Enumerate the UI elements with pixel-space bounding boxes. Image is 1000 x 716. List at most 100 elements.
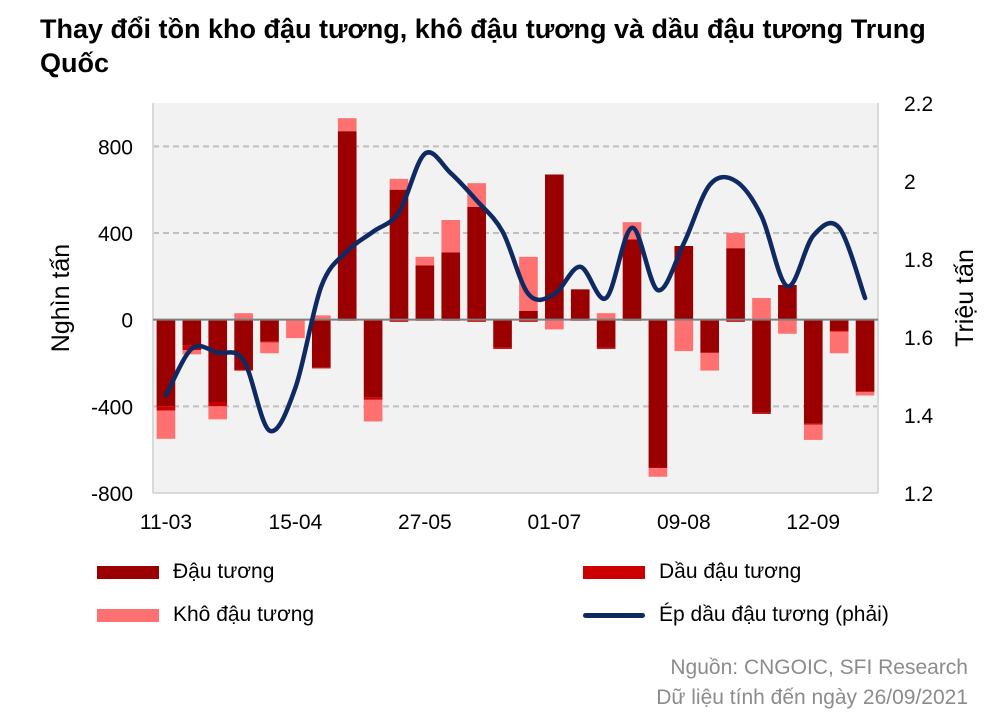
bar-soyoil [803, 423, 823, 425]
legend-swatch-soyoil [583, 565, 645, 579]
bar-soybean [363, 319, 383, 398]
legend-swatch-crush [583, 612, 645, 618]
bar-soyoil [726, 319, 745, 322]
y-tick-label: 800 [98, 136, 133, 159]
y-tick-label: 400 [98, 223, 133, 246]
x-tick-label: 15-04 [269, 511, 323, 534]
bar-soybean [622, 239, 642, 320]
bar-soyoil [519, 319, 538, 322]
bar-soyoil [493, 347, 512, 349]
y2-axis-label: Triệu tấn [951, 249, 979, 347]
y2-tick-label: 2 [904, 171, 916, 194]
bar-soyoil [260, 341, 279, 343]
bar-soymeal [234, 313, 253, 320]
bar-soybean [208, 319, 228, 402]
bar-soymeal [311, 315, 331, 320]
y2-tick-label: 1.2 [904, 483, 933, 506]
bar-soyoil [752, 412, 771, 414]
bar-soybean [519, 311, 538, 320]
bar-soymeal [441, 220, 461, 253]
y2-tick-label: 1.8 [904, 249, 933, 272]
bar-soyoil [208, 402, 228, 407]
bar-soybean [260, 319, 279, 342]
x-tick-label: 27-05 [398, 511, 452, 534]
bar-soymeal [208, 406, 228, 420]
bar-soyoil [156, 406, 176, 411]
legend-item-soymeal: Khô đậu tương [97, 600, 314, 630]
bar-soymeal [415, 256, 435, 266]
bar-soymeal [389, 178, 409, 190]
bar-soymeal [648, 468, 668, 477]
bar-soybean [570, 289, 590, 320]
source-note: Nguồn: CNGOIC, SFI Research Dữ liệu tính… [656, 653, 968, 713]
bar-soymeal [182, 350, 202, 355]
crush-line [163, 150, 868, 434]
y2-tick-label: 1.6 [904, 327, 933, 350]
bar-soymeal [700, 353, 720, 371]
bar-soybean [855, 319, 875, 392]
bar-soymeal [260, 342, 279, 354]
bar-soymeal [829, 331, 849, 354]
bar-soybean [596, 319, 616, 348]
bar-soybean [674, 246, 694, 320]
bar-soybean [778, 285, 797, 320]
bar-soybean [311, 319, 331, 368]
x-tick-label: 01-07 [527, 511, 581, 534]
bar-soybean [389, 189, 409, 320]
bar-soybean [415, 265, 435, 320]
bar-soymeal [545, 320, 564, 330]
bar-soyoil [234, 369, 253, 371]
bar-soybean [493, 319, 512, 348]
bar-soymeal [855, 392, 875, 396]
bar-soymeal [286, 320, 305, 339]
y-tick-label: -800 [91, 483, 133, 506]
bar-soymeal [752, 298, 771, 320]
legend-label-crush: Ép dầu đậu tương (phải) [659, 603, 889, 626]
bar-soybean [337, 131, 357, 320]
bar-soybean [545, 174, 564, 320]
bar-soymeal [674, 320, 694, 352]
bar-soymeal [337, 118, 357, 132]
y2-tick-label: 2.2 [904, 93, 933, 116]
bar-soyoil [311, 367, 331, 369]
bar-soybean [467, 207, 486, 320]
bar-soymeal [596, 313, 616, 320]
bar-soymeal [156, 410, 176, 439]
bar-soymeal [726, 233, 745, 249]
x-tick-label: 09-08 [657, 511, 711, 534]
legend-label-soybean: Đậu tương [173, 560, 275, 583]
y-tick-label: 0 [121, 310, 133, 333]
legend-item-soyoil: Dầu đậu tương [583, 557, 801, 587]
bar-soyoil [700, 352, 720, 354]
bar-soyoil [648, 467, 668, 469]
bar-soybean [803, 319, 823, 424]
bar-soymeal [778, 320, 797, 334]
y-tick-label: -400 [91, 396, 133, 419]
y-axis-label: Nghìn tấn [47, 244, 75, 352]
bar-soybean [726, 248, 745, 320]
chart-title: Thay đổi tồn kho đậu tương, khô đậu tươn… [40, 14, 926, 78]
bar-soyoil [389, 319, 409, 322]
bar-soybean [441, 252, 461, 320]
source-line: Nguồn: CNGOIC, SFI Research [670, 656, 968, 679]
bar-soyoil [363, 397, 383, 400]
data-date-line: Dữ liệu tính đến ngày 26/09/2021 [656, 686, 968, 709]
legend-swatch-soymeal [97, 608, 159, 622]
bar-soymeal [803, 424, 823, 440]
bar-soybean [648, 319, 668, 467]
legend-item-crush: Ép dầu đậu tương (phải) [583, 600, 889, 630]
legend-label-soyoil: Dầu đậu tương [659, 560, 802, 583]
legend-label-soymeal: Khô đậu tương [173, 603, 315, 626]
bar-soyoil [829, 330, 849, 332]
bar-soyoil [596, 347, 616, 349]
bar-soybean [182, 319, 202, 346]
x-tick-label: 12-09 [786, 511, 840, 534]
y2-tick-label: 1.4 [904, 405, 934, 428]
bar-soymeal [363, 399, 383, 422]
legend-swatch-soybean [97, 565, 159, 579]
legend-item-soybean: Đậu tương [97, 557, 274, 587]
bar-soybean [700, 319, 720, 353]
bar-soyoil [467, 319, 486, 322]
x-tick-label: 11-03 [140, 511, 192, 534]
